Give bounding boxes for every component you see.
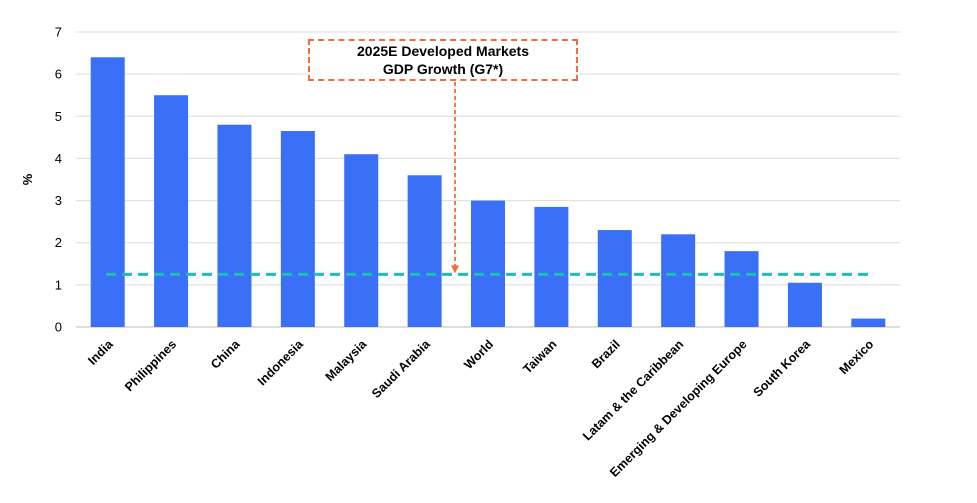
- annotation-arrow-head: [451, 265, 459, 274]
- y-tick-label: 2: [55, 235, 62, 250]
- y-tick-label: 4: [55, 151, 62, 166]
- y-tick-label: 7: [55, 25, 62, 40]
- bar: [344, 154, 379, 327]
- bar: [724, 251, 759, 327]
- y-tick-label: 0: [55, 320, 62, 335]
- reference-line-annotation: 2025E Developed Markets GDP Growth (G7*): [308, 39, 578, 81]
- x-tick-label: Malaysia: [323, 336, 370, 383]
- annotation-line-2: GDP Growth (G7*): [382, 61, 504, 77]
- bar: [471, 200, 505, 327]
- bar: [851, 318, 886, 327]
- x-tick-label: Brazil: [589, 337, 623, 371]
- bar: [90, 57, 125, 328]
- bar: [534, 206, 569, 327]
- x-tick-label: South Korea: [751, 336, 814, 399]
- y-tick-label: 1: [55, 277, 62, 292]
- bar: [217, 124, 252, 327]
- bar: [280, 131, 315, 327]
- bar: [787, 282, 822, 327]
- x-tick-label: Emerging & Developing Europe: [607, 337, 750, 480]
- bar: [407, 175, 442, 327]
- x-tick-label: Philippines: [122, 337, 179, 394]
- y-tick-label: 6: [55, 67, 62, 82]
- y-tick-label: 5: [55, 109, 62, 124]
- annotation-line-1: 2025E Developed Markets: [357, 43, 529, 59]
- x-tick-label: Saudi Arabia: [369, 336, 433, 400]
- x-tick-label: China: [208, 336, 243, 371]
- x-tick-label: Indonesia: [255, 336, 307, 388]
- x-tick-label: India: [85, 336, 116, 367]
- x-tick-label: World: [461, 337, 496, 372]
- y-axis-label: %: [20, 173, 35, 185]
- bar: [154, 95, 189, 327]
- x-tick-label: Mexico: [837, 337, 877, 377]
- x-tick-label: Taiwan: [520, 337, 559, 376]
- bar: [597, 230, 632, 327]
- bar: [661, 234, 696, 327]
- y-tick-label: 3: [55, 193, 62, 208]
